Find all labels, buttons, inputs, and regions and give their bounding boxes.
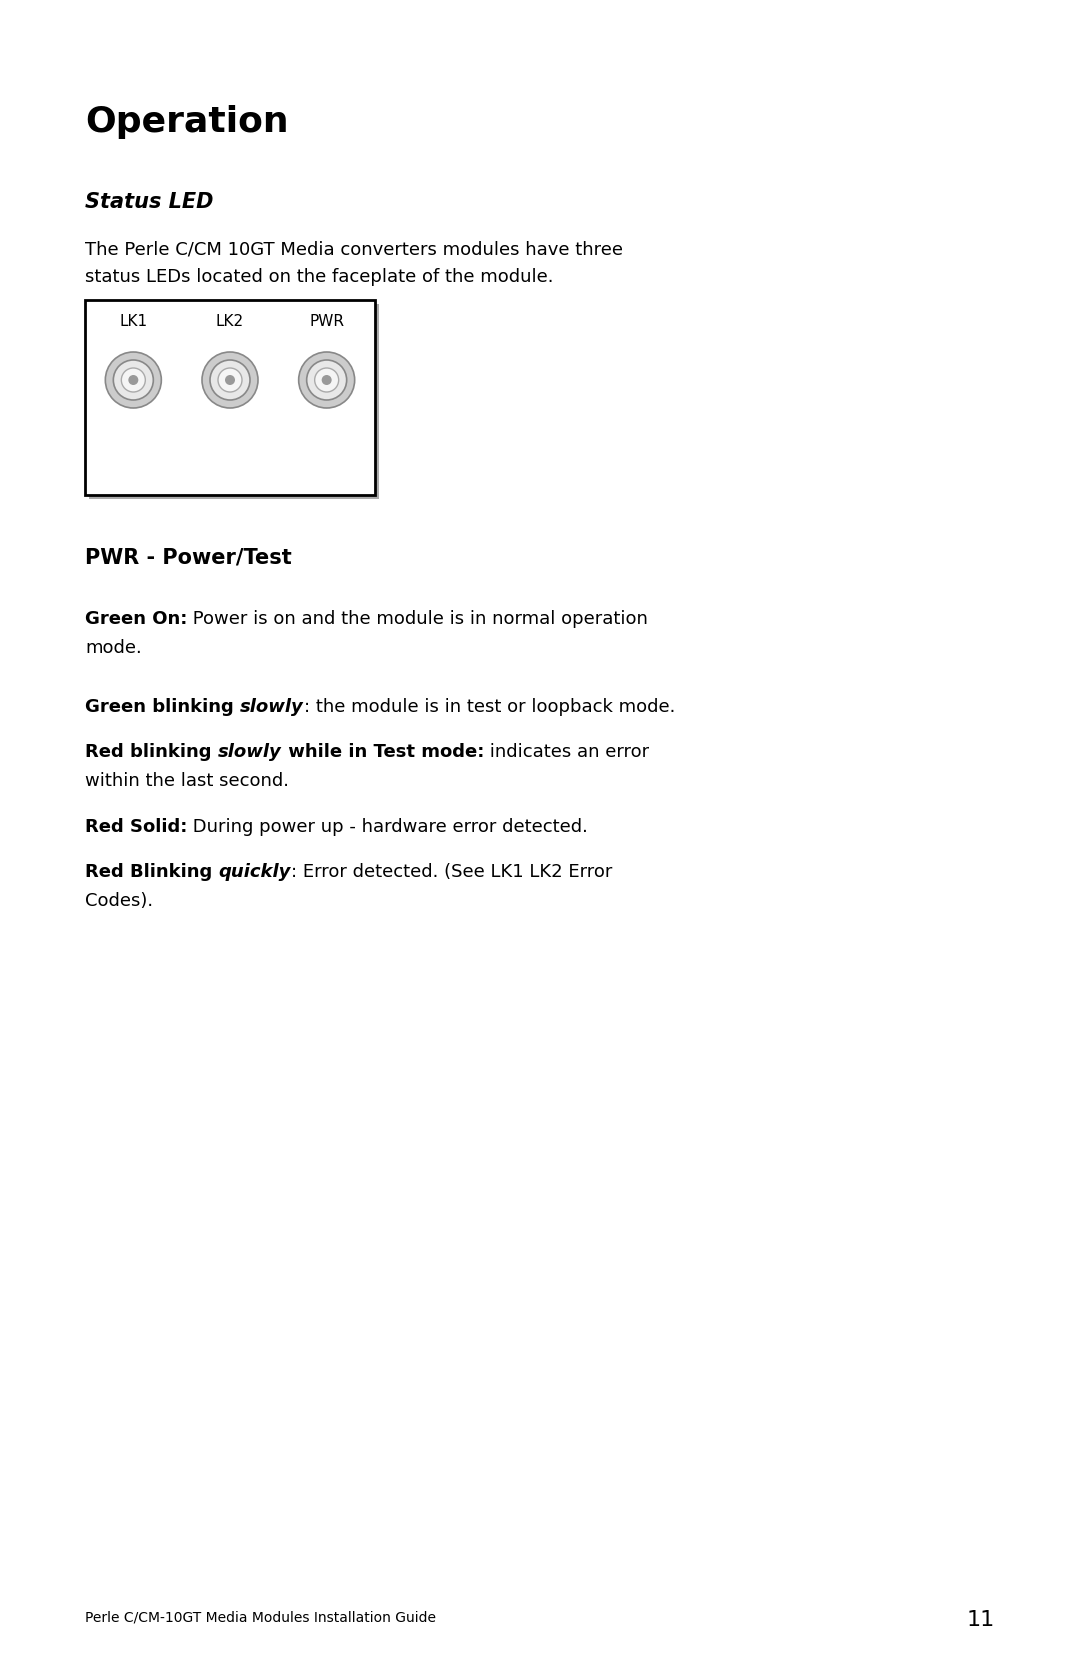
Text: Status LED: Status LED <box>85 192 214 212</box>
Circle shape <box>202 352 258 407</box>
Circle shape <box>314 367 339 392</box>
Text: : the module is in test or loopback mode.: : the module is in test or loopback mode… <box>303 698 675 716</box>
Text: PWR: PWR <box>309 314 345 329</box>
Text: Power is on and the module is in normal operation: Power is on and the module is in normal … <box>187 609 648 628</box>
Circle shape <box>106 352 161 407</box>
Text: status LEDs located on the faceplate of the module.: status LEDs located on the faceplate of … <box>85 269 554 285</box>
Text: Red Blinking: Red Blinking <box>85 863 218 881</box>
Text: Red blinking: Red blinking <box>85 743 218 761</box>
Text: indicates an error: indicates an error <box>484 743 649 761</box>
Circle shape <box>322 376 332 386</box>
Text: LK1: LK1 <box>119 314 147 329</box>
Circle shape <box>218 367 242 392</box>
Circle shape <box>129 376 138 386</box>
Text: The Perle C/CM 10GT Media converters modules have three: The Perle C/CM 10GT Media converters mod… <box>85 240 623 259</box>
Circle shape <box>307 361 347 401</box>
Text: Green On:: Green On: <box>85 609 187 628</box>
Circle shape <box>299 352 354 407</box>
Text: : Error detected. (See LK1 LK2 Error: : Error detected. (See LK1 LK2 Error <box>291 863 612 881</box>
Circle shape <box>113 361 153 401</box>
Bar <box>89 304 379 499</box>
Text: within the last second.: within the last second. <box>85 773 289 789</box>
Text: LK2: LK2 <box>216 314 244 329</box>
Text: Perle C/CM-10GT Media Modules Installation Guide: Perle C/CM-10GT Media Modules Installati… <box>85 1611 436 1624</box>
Text: Operation: Operation <box>85 105 288 139</box>
Text: slowly: slowly <box>218 743 282 761</box>
Text: During power up - hardware error detected.: During power up - hardware error detecte… <box>187 818 589 836</box>
Text: while in Test mode:: while in Test mode: <box>282 743 484 761</box>
Text: quickly: quickly <box>218 863 291 881</box>
Circle shape <box>210 361 249 401</box>
Text: slowly: slowly <box>240 698 303 716</box>
Text: PWR - Power/Test: PWR - Power/Test <box>85 547 292 567</box>
Bar <box>85 300 375 496</box>
Text: 11: 11 <box>967 1611 995 1631</box>
Text: Red Solid:: Red Solid: <box>85 818 187 836</box>
Circle shape <box>121 367 146 392</box>
Text: mode.: mode. <box>85 639 141 658</box>
Circle shape <box>225 376 235 386</box>
Text: Codes).: Codes). <box>85 893 153 910</box>
Text: Green blinking: Green blinking <box>85 698 240 716</box>
